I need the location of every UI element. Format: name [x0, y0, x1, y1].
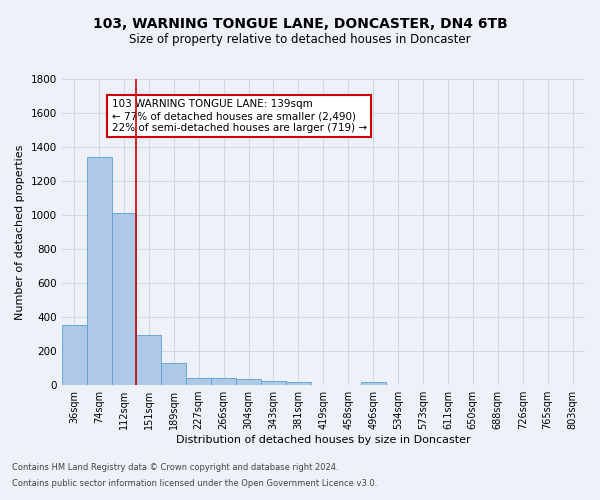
Text: Contains public sector information licensed under the Open Government Licence v3: Contains public sector information licen…: [12, 478, 377, 488]
Bar: [86, 157, 112, 385]
Bar: [236, 379, 261, 385]
Bar: [161, 363, 186, 385]
X-axis label: Distribution of detached houses by size in Doncaster: Distribution of detached houses by size …: [176, 435, 470, 445]
Bar: [186, 378, 211, 385]
Text: Contains HM Land Registry data © Crown copyright and database right 2024.: Contains HM Land Registry data © Crown c…: [12, 464, 338, 472]
Bar: [261, 382, 286, 385]
Bar: [286, 382, 311, 385]
Bar: [62, 324, 86, 385]
Text: Size of property relative to detached houses in Doncaster: Size of property relative to detached ho…: [129, 32, 471, 46]
Bar: [361, 382, 386, 385]
Bar: [112, 214, 136, 385]
Bar: [136, 335, 161, 385]
Text: 103, WARNING TONGUE LANE, DONCASTER, DN4 6TB: 103, WARNING TONGUE LANE, DONCASTER, DN4…: [92, 18, 508, 32]
Y-axis label: Number of detached properties: Number of detached properties: [15, 144, 25, 320]
Text: 103 WARNING TONGUE LANE: 139sqm
← 77% of detached houses are smaller (2,490)
22%: 103 WARNING TONGUE LANE: 139sqm ← 77% of…: [112, 100, 367, 132]
Bar: [211, 378, 236, 385]
